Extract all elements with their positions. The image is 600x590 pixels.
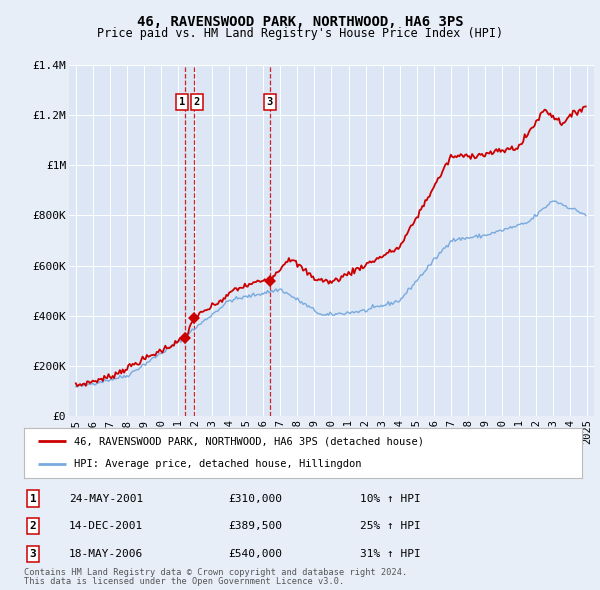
Text: 18-MAY-2006: 18-MAY-2006	[69, 549, 143, 559]
Text: 2: 2	[194, 97, 200, 107]
Text: 1: 1	[179, 97, 185, 107]
Text: This data is licensed under the Open Government Licence v3.0.: This data is licensed under the Open Gov…	[24, 577, 344, 586]
Text: 10% ↑ HPI: 10% ↑ HPI	[360, 494, 421, 503]
Text: 3: 3	[266, 97, 273, 107]
Text: £310,000: £310,000	[228, 494, 282, 503]
Text: HPI: Average price, detached house, Hillingdon: HPI: Average price, detached house, Hill…	[74, 460, 362, 470]
Text: 3: 3	[29, 549, 37, 559]
Text: 1: 1	[29, 494, 37, 503]
Text: £389,500: £389,500	[228, 522, 282, 531]
Text: 14-DEC-2001: 14-DEC-2001	[69, 522, 143, 531]
Text: £540,000: £540,000	[228, 549, 282, 559]
Text: 46, RAVENSWOOD PARK, NORTHWOOD, HA6 3PS: 46, RAVENSWOOD PARK, NORTHWOOD, HA6 3PS	[137, 15, 463, 29]
Text: 46, RAVENSWOOD PARK, NORTHWOOD, HA6 3PS (detached house): 46, RAVENSWOOD PARK, NORTHWOOD, HA6 3PS …	[74, 436, 424, 446]
Text: 31% ↑ HPI: 31% ↑ HPI	[360, 549, 421, 559]
Text: Price paid vs. HM Land Registry's House Price Index (HPI): Price paid vs. HM Land Registry's House …	[97, 27, 503, 40]
Text: 24-MAY-2001: 24-MAY-2001	[69, 494, 143, 503]
Text: 2: 2	[29, 522, 37, 531]
Text: 25% ↑ HPI: 25% ↑ HPI	[360, 522, 421, 531]
Text: Contains HM Land Registry data © Crown copyright and database right 2024.: Contains HM Land Registry data © Crown c…	[24, 568, 407, 577]
